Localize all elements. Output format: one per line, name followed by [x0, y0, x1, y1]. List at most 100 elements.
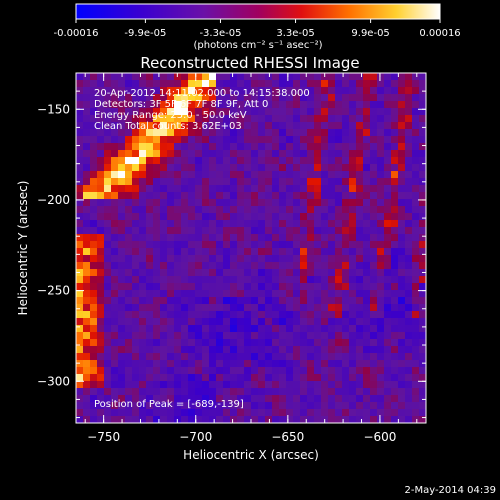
- heatmap-cell: [167, 332, 175, 340]
- heatmap-cell: [377, 339, 385, 347]
- heatmap-cell: [195, 248, 203, 256]
- heatmap-cell: [419, 367, 427, 375]
- heatmap-cell: [300, 101, 308, 109]
- heatmap-cell: [419, 325, 427, 333]
- heatmap-cell: [209, 346, 217, 354]
- heatmap-cell: [76, 129, 84, 137]
- heatmap-cell: [419, 213, 427, 221]
- heatmap-cell: [209, 318, 217, 326]
- heatmap-cell: [356, 94, 364, 102]
- heatmap-cell: [244, 297, 252, 305]
- heatmap-cell: [97, 80, 105, 88]
- heatmap-cell: [153, 129, 161, 137]
- heatmap-cell: [307, 395, 315, 403]
- heatmap-cell: [174, 150, 182, 158]
- heatmap-cell: [167, 122, 175, 130]
- heatmap-cell: [342, 360, 350, 368]
- heatmap-cell: [111, 87, 119, 95]
- heatmap-cell: [209, 108, 217, 116]
- heatmap-cell: [265, 346, 273, 354]
- heatmap-cell: [349, 304, 357, 312]
- heatmap-cell: [314, 388, 322, 396]
- heatmap-cell: [230, 234, 238, 242]
- heatmap-cell: [328, 192, 336, 200]
- heatmap-cell: [405, 164, 413, 172]
- heatmap-cell: [202, 311, 210, 319]
- heatmap-cell: [349, 87, 357, 95]
- heatmap-cell: [111, 80, 119, 88]
- heatmap-cell: [419, 73, 427, 81]
- heatmap-cell: [125, 87, 133, 95]
- heatmap-cell: [132, 374, 140, 382]
- heatmap-cell: [118, 262, 126, 270]
- heatmap-cell: [111, 150, 119, 158]
- heatmap-cell: [118, 171, 126, 179]
- heatmap-cell: [328, 248, 336, 256]
- heatmap-cell: [132, 290, 140, 298]
- heatmap-cell: [216, 94, 224, 102]
- heatmap-cell: [328, 395, 336, 403]
- heatmap-cell: [125, 388, 133, 396]
- heatmap-cell: [104, 269, 112, 277]
- heatmap-cell: [412, 94, 420, 102]
- heatmap-cell: [209, 80, 217, 88]
- heatmap-cell: [230, 220, 238, 228]
- heatmap-cell: [160, 241, 168, 249]
- heatmap-cell: [174, 101, 182, 109]
- heatmap-cell: [258, 360, 266, 368]
- heatmap-cell: [146, 332, 154, 340]
- heatmap-cell: [265, 353, 273, 361]
- heatmap-cell: [342, 206, 350, 214]
- heatmap-cell: [188, 346, 196, 354]
- heatmap-cell: [237, 416, 245, 424]
- heatmap-cell: [251, 150, 259, 158]
- heatmap-cell: [272, 381, 280, 389]
- heatmap-cell: [244, 164, 252, 172]
- heatmap-cell: [181, 143, 189, 151]
- heatmap-cell: [363, 367, 371, 375]
- heatmap-cell: [160, 325, 168, 333]
- heatmap-cell: [153, 220, 161, 228]
- heatmap-cell: [160, 213, 168, 221]
- heatmap-cell: [83, 290, 91, 298]
- heatmap-cell: [258, 402, 266, 410]
- heatmap-cell: [265, 199, 273, 207]
- heatmap-cell: [272, 164, 280, 172]
- heatmap-cell: [405, 150, 413, 158]
- heatmap-cell: [160, 115, 168, 123]
- heatmap-cell: [230, 206, 238, 214]
- heatmap-cell: [202, 80, 210, 88]
- heatmap-cell: [146, 360, 154, 368]
- heatmap-cell: [258, 388, 266, 396]
- heatmap-cell: [153, 192, 161, 200]
- heatmap-cell: [132, 311, 140, 319]
- heatmap-cell: [209, 122, 217, 130]
- heatmap-cell: [104, 213, 112, 221]
- heatmap-cell: [237, 353, 245, 361]
- heatmap-cell: [314, 80, 322, 88]
- heatmap-cell: [370, 290, 378, 298]
- heatmap-cell: [384, 416, 392, 424]
- heatmap-cell: [125, 276, 133, 284]
- heatmap-cell: [293, 171, 301, 179]
- heatmap-cell: [265, 206, 273, 214]
- heatmap-cell: [90, 325, 98, 333]
- heatmap-cell: [314, 297, 322, 305]
- heatmap-cell: [195, 346, 203, 354]
- heatmap-cell: [83, 339, 91, 347]
- heatmap-cell: [223, 73, 231, 81]
- heatmap-cell: [111, 367, 119, 375]
- heatmap-cell: [279, 346, 287, 354]
- heatmap-cell: [209, 276, 217, 284]
- heatmap-cell: [286, 318, 294, 326]
- heatmap-cell: [391, 122, 399, 130]
- heatmap-cell: [412, 87, 420, 95]
- heatmap-cell: [258, 108, 266, 116]
- heatmap-cell: [118, 185, 126, 193]
- heatmap-cell: [314, 101, 322, 109]
- heatmap-cell: [419, 241, 427, 249]
- heatmap-cell: [342, 178, 350, 186]
- heatmap-cell: [370, 136, 378, 144]
- heatmap-cell: [167, 178, 175, 186]
- heatmap-cell: [209, 269, 217, 277]
